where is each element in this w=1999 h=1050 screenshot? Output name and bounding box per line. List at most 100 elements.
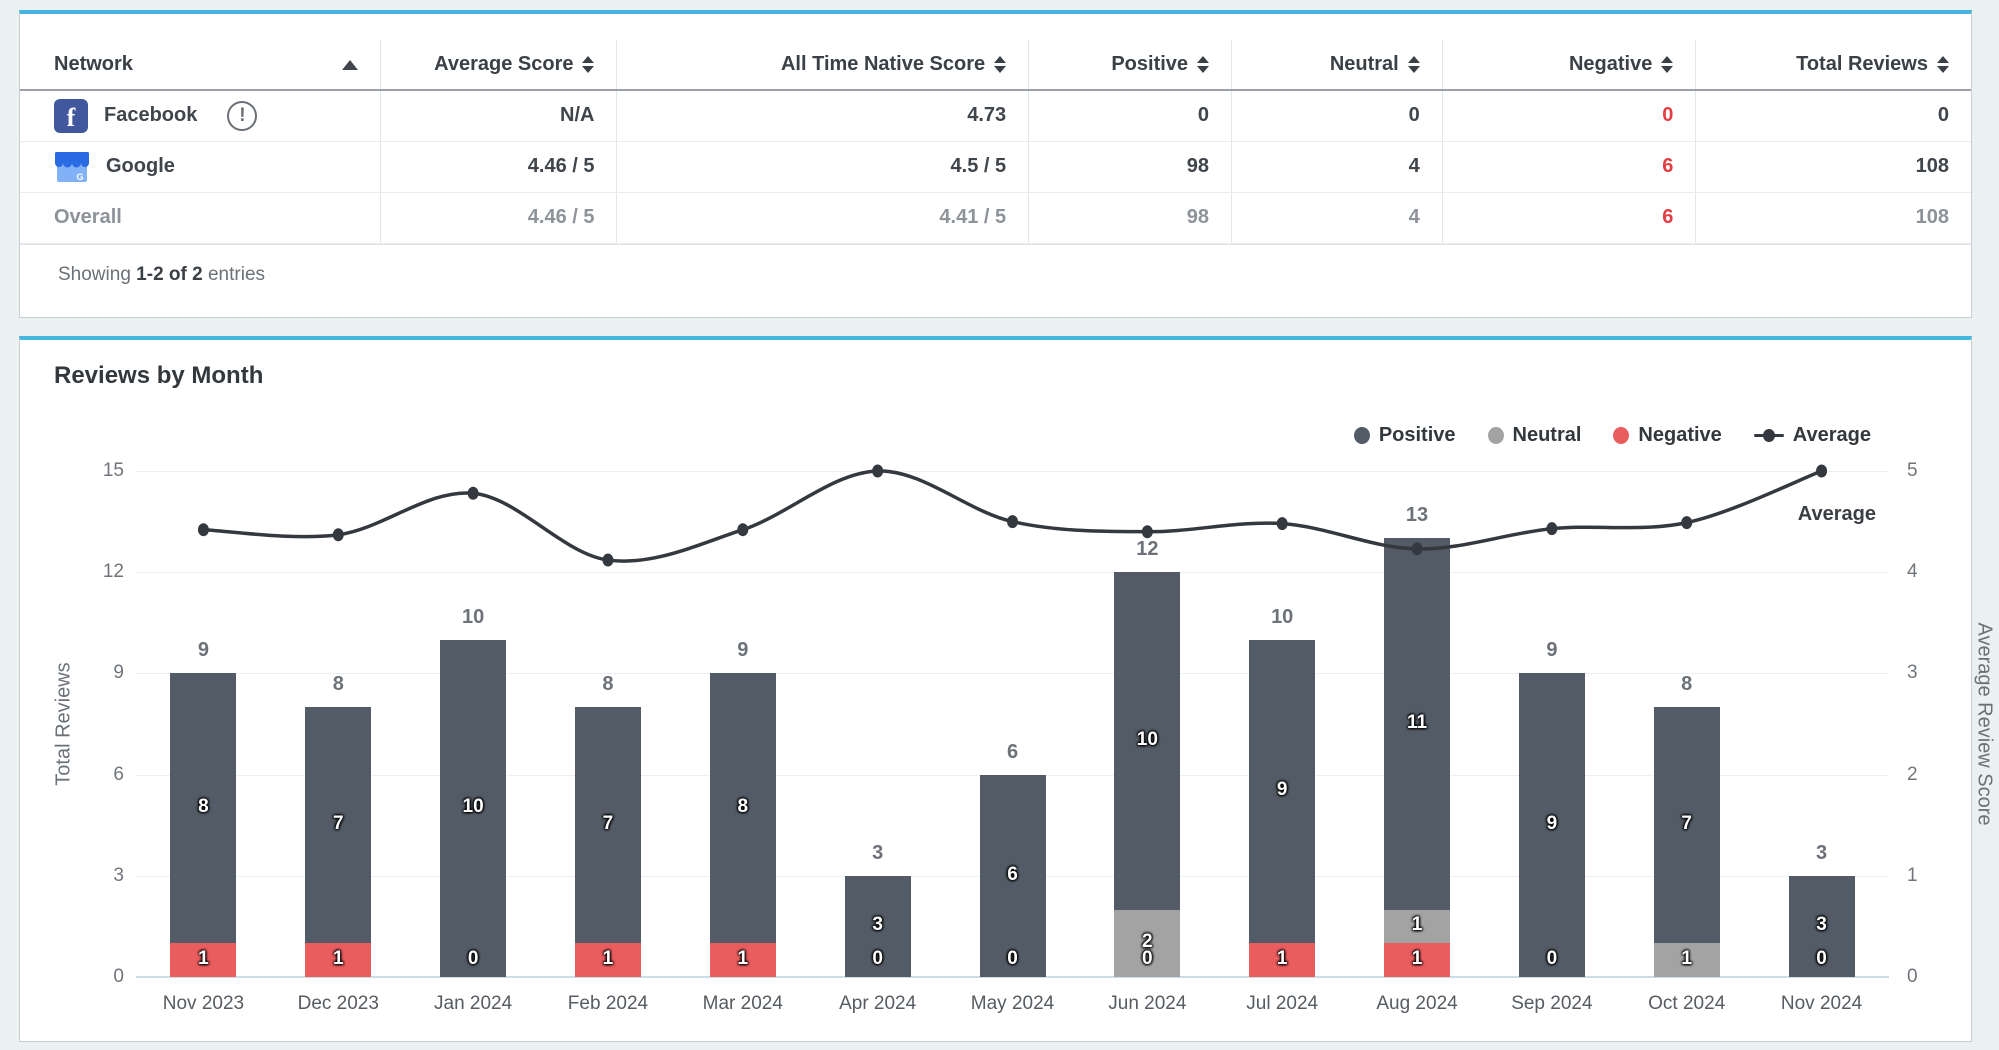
bar-positive-dec-2023[interactable] [305,707,372,944]
network-scores-table: Network Average Score All Time Native Sc… [20,40,1971,244]
right-axis-tick-5: 5 [1907,460,1918,481]
bar-total-label: 9 [737,639,749,662]
legend-item-neutral[interactable]: Neutral [1487,424,1581,447]
right-axis-title: Average Review Score [1973,622,1996,826]
cell-total-reviews: 0 [1695,90,1971,142]
average-point-dec-2023 [332,528,344,542]
bar-negative-feb-2024[interactable] [574,943,641,977]
bar-neutral-jun-2024[interactable] [1114,909,1181,977]
bar-negative-nov-2023[interactable] [170,943,237,977]
network-name: Google [106,155,175,177]
average-point-oct-2024 [1681,516,1693,530]
table-header-row: Network Average Score All Time Native Sc… [20,40,1971,91]
left-axis-title: Total Reviews [52,662,75,786]
x-axis-label-12: Oct 2024 [1648,993,1726,1014]
cell-total-reviews: 108 [1695,192,1971,244]
sort-icon [1937,56,1949,73]
alert-info-icon[interactable]: ! [227,100,258,131]
bar-negative-mar-2024[interactable] [709,943,776,977]
cell-negative: 6 [1442,192,1697,244]
left-axis-tick-6: 6 [113,763,124,785]
average-point-apr-2024 [872,464,884,478]
sort-icon [1407,56,1420,73]
average-point-mar-2024 [737,523,749,537]
bar-positive-apr-2024[interactable] [844,875,911,977]
x-axis-label-3: Jan 2024 [434,993,513,1014]
bar-positive-mar-2024[interactable] [709,673,776,944]
table-row-google: G Google 4.46 / 5 4.5 / 5 98 4 6 108 [20,141,1971,193]
bar-positive-feb-2024[interactable] [574,707,641,944]
bar-positive-nov-2023[interactable] [170,673,237,944]
gridline-9 [136,673,1889,675]
cell-positive: 98 [1028,141,1233,193]
x-axis-label-10: Aug 2024 [1376,993,1458,1014]
bar-total-label: 9 [1546,639,1558,662]
bar-neutral-value-label: 1 [1681,948,1692,970]
column-header-average-score[interactable]: Average Score [380,40,618,91]
column-header-network[interactable]: Network [20,40,382,91]
cell-native-score: 4.41 / 5 [616,192,1030,244]
bar-positive-oct-2024[interactable] [1653,707,1720,944]
column-header-native-score[interactable]: All Time Native Score [616,40,1030,91]
bar-negative-zero-label: 0 [467,948,479,969]
column-header-network-label: Network [54,53,133,75]
legend-item-positive[interactable]: Positive [1353,424,1456,447]
google-business-icon: G [55,151,89,182]
column-header-positive[interactable]: Positive [1028,40,1233,91]
average-point-jan-2024 [467,486,479,500]
column-header-total-reviews-label: Total Reviews [1796,53,1928,75]
bar-negative-value-label: 1 [1411,948,1423,970]
average-point-nov-2023 [197,523,209,537]
right-axis-tick-2: 2 [1907,763,1918,785]
cell-average-score: 4.46 / 5 [380,141,618,193]
cell-negative: 6 [1442,141,1697,193]
chart-title: Reviews by Month [54,362,264,389]
bar-positive-jan-2024[interactable] [440,639,507,977]
average-legend-marker-icon [1753,429,1784,441]
x-axis-label-8: Jun 2024 [1108,993,1187,1014]
column-header-total-reviews[interactable]: Total Reviews [1695,40,1971,91]
bar-total-label: 6 [1006,740,1019,763]
x-axis-label-1: Nov 2023 [162,993,245,1014]
bar-total-label: 8 [332,673,344,696]
gridline-15 [136,471,1889,472]
cell-total-reviews: 108 [1695,141,1971,193]
bar-positive-value-label: 10 [1136,728,1158,750]
average-point-aug-2024 [1411,542,1423,556]
network-name: Facebook [104,104,198,127]
bar-negative-jul-2024[interactable] [1249,943,1316,977]
bar-neutral-oct-2024[interactable] [1653,943,1720,977]
bar-positive-jul-2024[interactable] [1249,639,1316,944]
bar-total-label: 10 [1271,605,1294,628]
bar-positive-may-2024[interactable] [979,774,1046,977]
left-axis-tick-0: 0 [113,966,124,987]
bar-positive-value-label: 7 [332,813,344,835]
bar-positive-value-label: 8 [737,796,749,818]
bar-negative-value-label: 1 [737,948,749,970]
column-header-neutral[interactable]: Neutral [1231,40,1443,91]
bar-negative-zero-label: 0 [1007,948,1018,969]
column-header-positive-label: Positive [1111,53,1189,75]
left-axis-tick-3: 3 [113,864,124,886]
cell-positive: 0 [1028,90,1233,142]
bar-negative-dec-2023[interactable] [305,943,372,977]
legend-label: Positive [1378,424,1456,446]
bar-total-label: 9 [197,639,209,662]
column-header-native-score-label: All Time Native Score [780,53,986,75]
column-header-negative[interactable]: Negative [1442,40,1697,91]
legend-item-average[interactable]: Average [1753,424,1871,447]
bar-positive-aug-2024[interactable] [1384,538,1451,910]
x-axis-label-7: May 2024 [970,993,1055,1014]
table-row-overall: Overall 4.46 / 5 4.41 / 5 98 4 6 108 [20,192,1971,244]
cell-neutral: 0 [1231,90,1443,142]
sort-icon [582,56,595,73]
bar-neutral-aug-2024[interactable] [1384,909,1451,944]
bar-negative-value-label: 1 [198,948,209,970]
bar-negative-zero-label: 0 [1816,948,1827,969]
bar-positive-jun-2024[interactable] [1114,572,1181,910]
legend-item-negative[interactable]: Negative [1613,424,1722,447]
bar-negative-zero-label: 0 [872,948,883,969]
bar-positive-sep-2024[interactable] [1518,673,1585,977]
bar-negative-aug-2024[interactable] [1384,943,1451,977]
bar-positive-nov-2024[interactable] [1788,875,1855,977]
